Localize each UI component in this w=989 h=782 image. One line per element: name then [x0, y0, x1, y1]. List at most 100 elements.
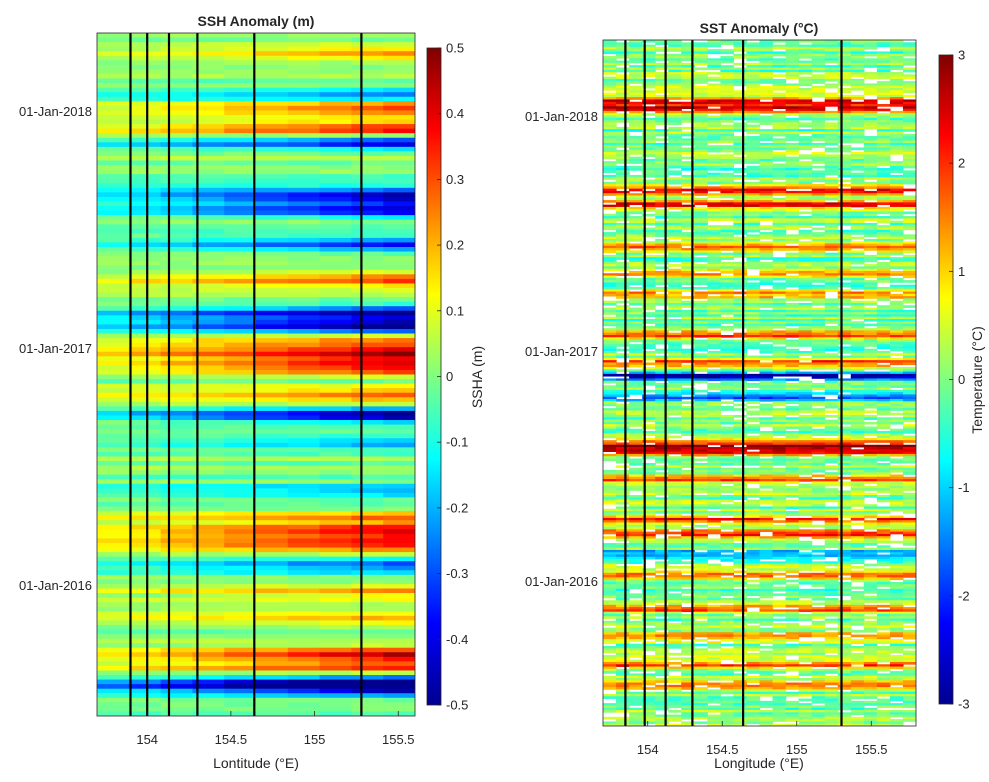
heatmap-cell [681, 296, 695, 299]
heatmap-cell [603, 380, 617, 384]
heatmap-cell [681, 270, 695, 274]
heatmap-cell [746, 248, 761, 251]
heatmap-cell [668, 216, 682, 219]
heatmap-cell [837, 403, 852, 407]
heatmap-cell [616, 104, 630, 107]
heatmap-cell [837, 328, 852, 331]
heatmap-cell [287, 160, 321, 166]
heatmap-cell [889, 330, 904, 334]
heatmap-cell [668, 245, 682, 249]
heatmap-cell [681, 181, 695, 185]
heatmap-cell [616, 213, 630, 217]
heatmap-cell [319, 547, 352, 553]
heatmap-cell [256, 247, 289, 252]
heatmap-cell [383, 69, 415, 75]
heatmap-cell [97, 360, 130, 366]
heatmap-cell [889, 305, 904, 308]
heatmap-cell [694, 238, 708, 242]
heatmap-cell [616, 145, 630, 148]
heatmap-cell [160, 87, 193, 93]
heatmap-cell [889, 181, 904, 185]
heatmap-cell [720, 83, 735, 87]
heatmap-cell [707, 334, 721, 338]
heatmap-cell [681, 243, 695, 247]
heatmap-cell [629, 161, 643, 164]
heatmap-cell [192, 315, 225, 321]
heatmap-cell [707, 353, 721, 356]
heatmap-cell [863, 410, 878, 414]
heatmap-cell [224, 110, 257, 116]
heatmap-cell [192, 374, 225, 380]
heatmap-cell [668, 46, 682, 50]
heatmap-cell [642, 161, 656, 164]
heatmap-cell [655, 330, 669, 334]
heatmap-cell [351, 319, 384, 325]
heatmap-cell [785, 241, 800, 244]
heatmap-cell [746, 369, 761, 372]
heatmap-cell [746, 316, 761, 320]
heatmap-cell [668, 72, 682, 75]
heatmap-cell [655, 53, 669, 57]
heatmap-cell [655, 369, 669, 372]
heatmap-cell [319, 711, 352, 716]
heatmap-cell [256, 410, 289, 416]
heatmap-cell [616, 399, 630, 402]
heatmap-cell [746, 259, 761, 263]
heatmap-cell [642, 152, 656, 155]
heatmap-cell [351, 611, 384, 617]
heatmap-cell [629, 280, 643, 283]
heatmap-cell [785, 209, 800, 212]
heatmap-cell [785, 44, 800, 48]
heatmap-cell [192, 684, 225, 690]
heatmap-cell [798, 202, 813, 206]
heatmap-cell [616, 291, 630, 295]
heatmap-cell [733, 277, 748, 281]
heatmap-cell [351, 87, 384, 93]
heatmap-cell [681, 168, 695, 171]
heatmap-cell [192, 328, 225, 334]
heatmap-cell [785, 168, 800, 171]
heatmap-cell [668, 193, 682, 196]
heatmap-cell [224, 142, 257, 148]
heatmap-cell [383, 424, 415, 430]
heatmap-cell [733, 371, 748, 375]
heatmap-cell [97, 369, 130, 375]
heatmap-cell [746, 142, 761, 146]
heatmap-cell [383, 333, 415, 339]
heatmap-cell [837, 323, 852, 327]
heatmap-cell [160, 392, 193, 398]
heatmap-cell [837, 245, 852, 249]
heatmap-cell [256, 124, 289, 130]
heatmap-cell [863, 145, 878, 148]
heatmap-cell [707, 323, 721, 327]
heatmap-cell [824, 254, 839, 258]
heatmap-cell [889, 195, 904, 199]
heatmap-cell [287, 78, 321, 84]
heatmap-cell [785, 373, 800, 377]
heatmap-cell [785, 282, 800, 286]
heatmap-cell [160, 210, 193, 216]
heatmap-cell [351, 442, 384, 448]
heatmap-cell [160, 529, 193, 535]
heatmap-cell [192, 142, 225, 148]
heatmap-cell [192, 174, 225, 180]
heatmap-cell [694, 177, 708, 180]
heatmap-cell [798, 408, 813, 411]
heatmap-cell [256, 538, 289, 544]
heatmap-cell [746, 69, 761, 73]
heatmap-cell [160, 183, 193, 189]
heatmap-cell [97, 196, 130, 202]
heatmap-cell [256, 228, 289, 234]
heatmap-cell [889, 225, 904, 228]
heatmap-cell [772, 99, 787, 103]
heatmap-cell [160, 256, 193, 262]
heatmap-cell [902, 405, 916, 409]
heatmap-cell [720, 108, 735, 112]
heatmap-cell [889, 405, 904, 409]
heatmap-cell [876, 120, 891, 123]
heatmap-cell [287, 83, 321, 89]
heatmap-cell [707, 101, 721, 105]
heatmap-cell [746, 383, 761, 386]
heatmap-cell [256, 374, 289, 380]
heatmap-cell [256, 278, 289, 284]
